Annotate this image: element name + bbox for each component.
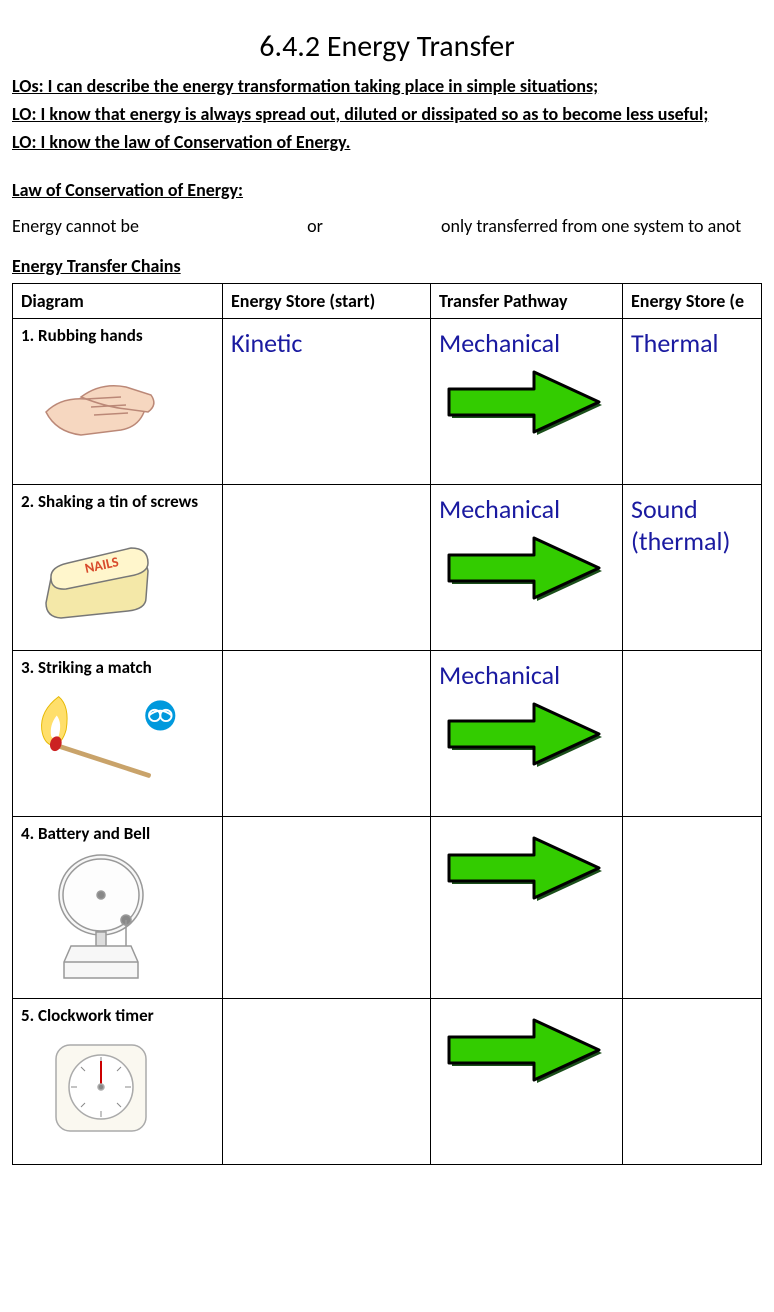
row-label: 1. Rubbing hands [21, 325, 214, 346]
arrow-icon [439, 367, 614, 437]
row-label: 2. Shaking a tin of screws [21, 491, 214, 512]
cell-pathway[interactable]: Mechanical [431, 650, 623, 816]
tin-icon: NAILS [21, 518, 181, 628]
cell-start[interactable] [223, 650, 431, 816]
row-label: 5. Clockwork timer [21, 1005, 214, 1026]
col-header-end: Energy Store (e [623, 283, 762, 318]
bell-icon [21, 850, 181, 990]
cell-pathway[interactable] [431, 816, 623, 998]
fill-in-sentence: Energy cannot be or only transferred fro… [12, 215, 762, 237]
learning-objective: LO: I know the law of Conservation of En… [12, 129, 762, 157]
cell-pathway[interactable]: Mechanical [431, 318, 623, 484]
table-row: 1. Rubbing hands Kinetic [13, 318, 762, 484]
timer-icon [21, 1032, 181, 1142]
cell-start[interactable] [223, 998, 431, 1164]
row-label: 4. Battery and Bell [21, 823, 214, 844]
table-row: 3. Striking a match [13, 650, 762, 816]
table-row: 5. Clockwork timer [13, 998, 762, 1164]
law-header: Law of Conservation of Energy: [12, 179, 762, 201]
arrow-icon [439, 699, 614, 769]
match-icon [21, 684, 181, 794]
arrow-icon [439, 533, 614, 603]
chains-header: Energy Transfer Chains [12, 255, 762, 277]
cell-end[interactable]: Thermal [623, 318, 762, 484]
cell-start[interactable]: Kinetic [223, 318, 431, 484]
hands-icon [21, 352, 181, 462]
table-row: 2. Shaking a tin of screws NAILS [13, 484, 762, 650]
arrow-icon [439, 1015, 614, 1085]
col-header-diagram: Diagram [13, 283, 223, 318]
fill-part2: or [307, 215, 323, 237]
learning-objective: LOs: I can describe the energy transform… [12, 73, 762, 101]
fill-part1: Energy cannot be [12, 215, 139, 237]
cell-end[interactable] [623, 650, 762, 816]
cell-end[interactable]: Sound (thermal) [623, 484, 762, 650]
cell-pathway[interactable]: Mechanical [431, 484, 623, 650]
energy-chains-table: Diagram Energy Store (start) Transfer Pa… [12, 283, 762, 1165]
cell-start[interactable] [223, 816, 431, 998]
fill-part3: only transferred from one system to anot [441, 215, 741, 237]
cell-start[interactable] [223, 484, 431, 650]
cell-pathway[interactable] [431, 998, 623, 1164]
col-header-pathway: Transfer Pathway [431, 283, 623, 318]
row-label: 3. Striking a match [21, 657, 214, 678]
page-title: 6.4.2 Energy Transfer [12, 28, 762, 65]
table-row: 4. Battery and Bell [13, 816, 762, 998]
cell-end[interactable] [623, 998, 762, 1164]
arrow-icon [439, 833, 614, 903]
learning-objective: LO: I know that energy is always spread … [12, 101, 762, 129]
col-header-start: Energy Store (start) [223, 283, 431, 318]
cell-end[interactable] [623, 816, 762, 998]
